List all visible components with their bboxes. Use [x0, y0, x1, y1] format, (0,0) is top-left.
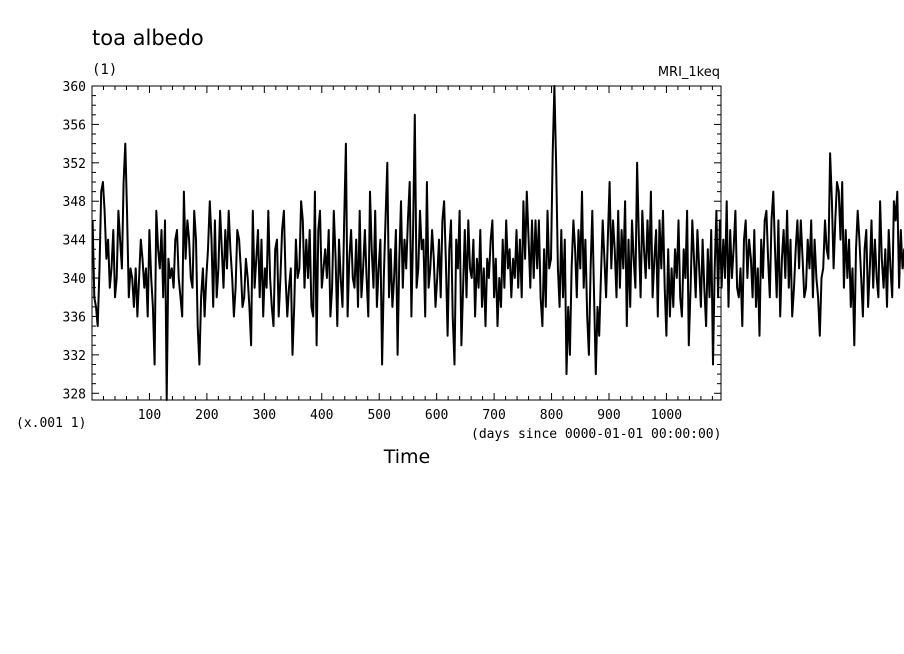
y-tick-label: 344 [63, 234, 87, 249]
x-tick-label: 100 [138, 408, 161, 423]
y-tick-label: 352 [63, 157, 86, 172]
series-line [91, 85, 904, 401]
y-tick-label: 336 [63, 310, 86, 325]
y-scale-note: (x.001 1) [16, 416, 86, 431]
x-tick-label: 200 [195, 408, 218, 423]
x-tick-label: 800 [540, 408, 563, 423]
dataset-label: MRI_1keq [658, 65, 720, 80]
units-label: (1) [92, 62, 117, 78]
y-tick-label: 328 [63, 387, 86, 402]
y-tick-label: 356 [63, 118, 86, 133]
y-tick-label: 348 [63, 195, 86, 210]
y-tick-labels: 328 332 336 340 344 348 352 356 360 [63, 80, 87, 402]
x-tick-label: 1000 [651, 408, 682, 423]
y-tick-label: 332 [63, 349, 86, 364]
x-tick-label: 300 [253, 408, 276, 423]
y-tick-label: 360 [63, 80, 86, 95]
x-axis-label: Time [383, 446, 431, 468]
x-tick-label: 400 [310, 408, 333, 423]
x-tick-label: 900 [597, 408, 620, 423]
x-tick-label: 500 [367, 408, 390, 423]
x-tick-labels: 100 200 300 400 500 600 700 800 900 1000 [138, 408, 682, 423]
x-tick-label: 700 [482, 408, 505, 423]
x-units-label: (days since 0000-01-01 00:00:00) [471, 427, 721, 442]
chart-title: toa albedo [92, 26, 204, 50]
x-tick-label: 600 [425, 408, 448, 423]
y-tick-label: 340 [63, 272, 86, 287]
